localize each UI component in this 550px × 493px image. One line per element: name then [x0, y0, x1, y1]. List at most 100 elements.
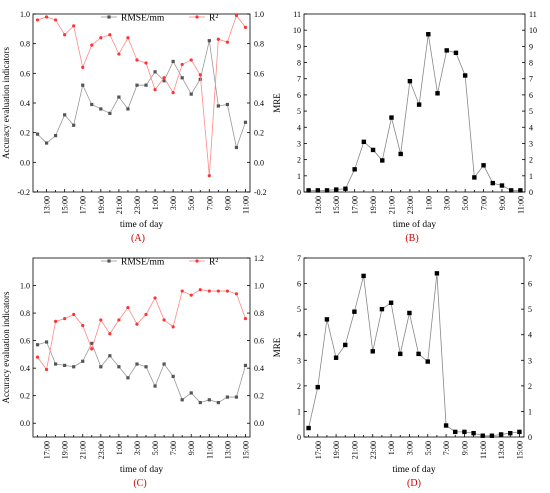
data-point: [153, 296, 157, 300]
x-tick-label: 3:00: [443, 196, 452, 210]
y-tick-label: 10: [293, 26, 301, 35]
data-point: [44, 141, 49, 145]
data-point: [508, 430, 513, 436]
y2-tick-label: 0: [529, 188, 533, 197]
y-axis-label: Accuracy evaluation indicators: [1, 291, 11, 403]
legend-label: R²: [209, 14, 218, 24]
y-tick-label: 0.6: [20, 337, 30, 346]
x-tick-label: 1:00: [151, 196, 160, 210]
data-point: [490, 180, 495, 186]
y-tick-label: 1: [297, 407, 301, 416]
x-tick-label: 3:00: [133, 441, 142, 455]
x-tick-label: 13:00: [43, 196, 52, 214]
data-point: [189, 293, 193, 297]
data-point: [453, 429, 458, 435]
legend-marker: [107, 15, 111, 19]
data-point: [135, 83, 139, 87]
y-tick-label: 0.6: [20, 69, 30, 78]
data-point: [234, 292, 239, 296]
data-point: [99, 107, 103, 111]
data-point: [162, 79, 166, 83]
y2-tick-label: 4: [528, 331, 532, 340]
x-tick-label: 15:00: [332, 196, 341, 214]
data-point: [63, 363, 67, 367]
data-point: [44, 15, 49, 19]
data-point: [90, 43, 94, 47]
data-point: [324, 188, 330, 193]
chart-panel-d: 0 0 1 1 2 2 3 3 4 4 5 5 6 6 7 7 17:00 19:00 21:00 23:00 1:00…: [272, 254, 532, 489]
data-point: [370, 147, 376, 153]
x-tick-label: 15:00: [61, 196, 70, 214]
data-point: [162, 362, 166, 366]
x-tick-label: 23:00: [369, 441, 378, 459]
y-axis-label: Accuracy evaluation indicators: [1, 47, 11, 159]
x-tick-label: 15:00: [241, 441, 250, 459]
data-point: [343, 186, 348, 191]
data-point: [225, 289, 229, 293]
data-point: [207, 174, 211, 178]
x-tick-label: 21:00: [115, 196, 124, 214]
x-tick-label: 5:00: [151, 441, 160, 455]
data-point: [443, 423, 449, 428]
data-point: [108, 33, 112, 37]
data-point: [117, 52, 121, 56]
data-point: [234, 145, 239, 150]
legend-label: R²: [209, 258, 218, 268]
y-axis-label: MRE: [272, 93, 282, 113]
y-tick-label: 0.2: [20, 129, 30, 138]
data-point: [216, 104, 220, 108]
data-point: [81, 65, 85, 69]
data-point: [72, 365, 76, 369]
x-tick-label: 17:00: [351, 196, 360, 214]
data-point: [207, 39, 211, 43]
y2-tick-label: 3: [529, 139, 533, 148]
x-tick-label: 9:00: [498, 196, 507, 210]
data-point: [72, 24, 76, 28]
data-point: [72, 123, 76, 127]
x-tick-label: 7:00: [205, 196, 214, 210]
y-tick-label: 11: [293, 10, 301, 19]
data-point: [153, 384, 157, 388]
y2-tick-label: 0.6: [254, 69, 264, 78]
y-tick-label: 3: [297, 356, 301, 365]
y2-tick-label: 10: [529, 26, 537, 35]
data-point: [333, 355, 339, 360]
data-point: [144, 61, 148, 65]
y-tick-label: 0: [297, 188, 301, 197]
data-point: [207, 289, 211, 293]
x-tick-label: 23:00: [406, 196, 415, 214]
x-tick-label: 5:00: [461, 196, 470, 210]
y2-tick-label: 2: [528, 382, 532, 391]
data-point: [480, 433, 485, 438]
data-point: [162, 76, 166, 80]
x-tick-label: 23:00: [133, 196, 142, 214]
data-point: [361, 139, 367, 145]
data-point: [198, 73, 202, 77]
data-point: [388, 300, 394, 305]
data-point: [153, 88, 157, 92]
data-point: [398, 151, 403, 157]
chart-panel-a: -0.2 0.0 0.2 0.4 0.6 0.8 1.0 -0.2 0.0 0.2 0.4 0.6 0.…: [1, 10, 267, 244]
data-point: [216, 289, 220, 293]
x-tick-label: 3:00: [169, 196, 178, 210]
data-point: [434, 271, 440, 276]
plot-frame: [32, 257, 251, 438]
data-point: [489, 433, 495, 438]
y2-tick-label: 6: [528, 280, 532, 289]
x-tick-label: 11:00: [479, 441, 488, 459]
y2-tick-label: 0.0: [254, 419, 264, 428]
data-point: [243, 25, 248, 29]
y-tick-label: 0.0: [20, 158, 30, 167]
y2-tick-label: 0.2: [254, 129, 264, 138]
y2-tick-label: 1.0: [254, 282, 264, 291]
data-point: [198, 288, 202, 292]
data-point: [117, 365, 121, 369]
x-tick-label: 17:00: [79, 196, 88, 214]
y2-tick-label: 0.4: [254, 99, 264, 108]
y2-tick-label: 11: [529, 10, 537, 19]
legend-marker: [195, 15, 199, 19]
y2-tick-label: -0.2: [254, 188, 267, 197]
data-point: [416, 102, 422, 107]
